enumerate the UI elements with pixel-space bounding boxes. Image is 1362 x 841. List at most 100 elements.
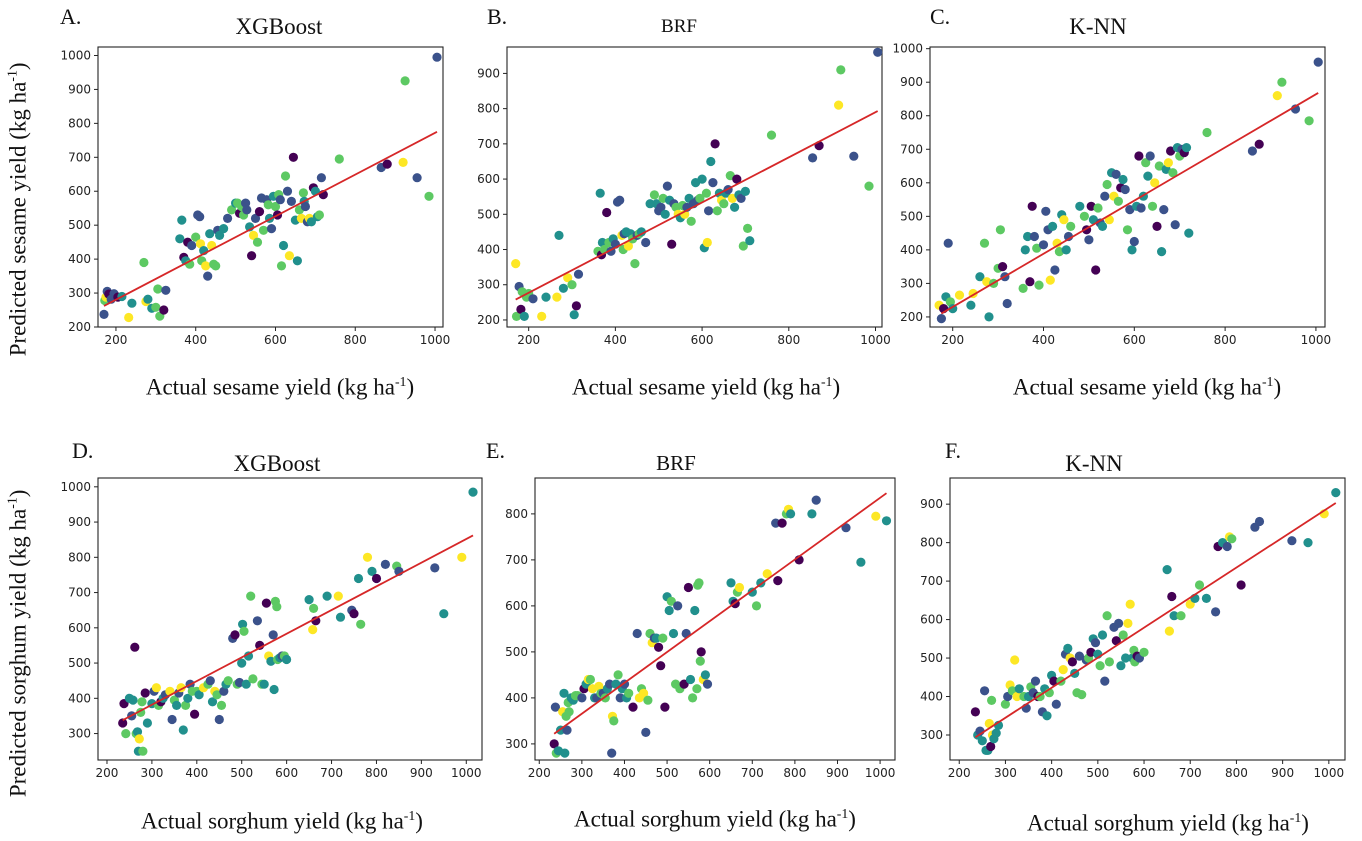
- scatter-point: [457, 552, 467, 562]
- scatter-point: [243, 651, 254, 661]
- scatter-point: [613, 670, 623, 680]
- scatter-point: [292, 256, 302, 266]
- scatter-point: [706, 156, 716, 167]
- scatter-point: [1134, 151, 1144, 161]
- y-tick-label: 900: [68, 82, 91, 96]
- scatter-point: [1222, 541, 1232, 552]
- y-tick-label: 400: [477, 243, 500, 257]
- scatter-point: [272, 602, 282, 612]
- scatter-point: [943, 238, 953, 248]
- scatter-point: [1159, 205, 1169, 215]
- scatter-point: [1030, 676, 1041, 686]
- scatter-point: [1184, 228, 1194, 238]
- x-tick-label: 600: [1123, 333, 1146, 347]
- scatter-point: [1168, 168, 1178, 178]
- x-tick-label: 400: [185, 766, 208, 780]
- scatter-point: [998, 262, 1008, 272]
- scatter-point: [766, 130, 777, 140]
- y-tick-label: 200: [68, 320, 91, 334]
- scatter-point: [1051, 699, 1061, 709]
- panel-letter-d: D.: [72, 438, 94, 463]
- scatter-point: [219, 224, 229, 234]
- scatter-point: [1086, 647, 1096, 657]
- scatter-point: [602, 207, 612, 218]
- scatter-point: [201, 261, 211, 271]
- scatter-point: [298, 188, 308, 198]
- scatter-point: [771, 518, 781, 528]
- scatter-point: [560, 748, 570, 758]
- scatter-point: [679, 679, 689, 689]
- scatter-point: [1050, 265, 1060, 275]
- scatter-point: [660, 209, 670, 219]
- scatter-point: [636, 227, 647, 237]
- scatter-point: [528, 294, 538, 304]
- y-tick-label: 800: [900, 109, 923, 123]
- scatter-point: [439, 609, 449, 619]
- scatter-point: [468, 487, 478, 497]
- scatter-point: [128, 695, 138, 705]
- panel-letter-e: E.: [486, 438, 505, 463]
- y-tick-label: 200: [477, 313, 500, 327]
- scatter-point: [1125, 205, 1135, 215]
- x-tick-label: 200: [528, 766, 551, 780]
- x-tick-label: 800: [783, 766, 806, 780]
- scatter-point: [246, 591, 256, 601]
- scatter-point: [1125, 599, 1135, 609]
- scatter-point: [286, 196, 296, 206]
- scatter-point: [873, 47, 883, 57]
- panel-letter-a: A.: [60, 4, 82, 29]
- scatter-point: [1034, 280, 1044, 290]
- scatter-point: [1067, 657, 1077, 667]
- y-tick-label: 600: [920, 613, 943, 627]
- scatter-point: [1127, 245, 1137, 255]
- scatter-point: [1049, 676, 1059, 686]
- scatter-point: [1010, 655, 1020, 665]
- scatter-point: [577, 693, 587, 703]
- scatter-point: [306, 217, 316, 227]
- scatter-point: [269, 684, 279, 695]
- scatter-point: [1150, 178, 1160, 188]
- scatter-point: [834, 100, 844, 110]
- plot-frame-f: [949, 477, 1346, 761]
- scatter-point: [807, 509, 817, 519]
- scatter-point: [151, 302, 161, 312]
- x-tick-label: 400: [604, 333, 627, 347]
- y-tick-label: 600: [505, 599, 528, 613]
- x-tick-label: 400: [184, 333, 207, 347]
- x-tick-label: 700: [1179, 766, 1202, 780]
- scatter-point: [743, 223, 753, 233]
- scatter-point: [695, 193, 705, 203]
- scatter-point: [130, 642, 140, 652]
- scatter-point: [641, 237, 651, 248]
- scatter-point: [400, 76, 410, 86]
- scatter-point: [311, 616, 321, 626]
- y-tick-label: 600: [477, 172, 500, 186]
- scatter-point: [537, 311, 547, 321]
- scatter-point: [239, 626, 249, 636]
- x-tick-label: 800: [365, 766, 388, 780]
- scatter-point: [991, 728, 1001, 738]
- scatter-point: [268, 630, 278, 640]
- panel-letter-b: B.: [487, 4, 508, 29]
- scatter-point: [1014, 684, 1024, 694]
- scatter-point: [1042, 711, 1052, 721]
- scatter-point: [979, 238, 990, 248]
- x-tick-label: 600: [264, 333, 287, 347]
- scatter-point: [786, 509, 796, 519]
- scatter-point: [314, 210, 324, 220]
- y-tick-label: 1000: [60, 48, 91, 62]
- scatter-point: [1122, 225, 1133, 235]
- x-tick-label: 600: [698, 766, 721, 780]
- scatter-point: [1025, 277, 1035, 287]
- scatter-point: [573, 269, 584, 279]
- scatter-point: [1063, 643, 1073, 654]
- x-tick-label: 1000: [420, 333, 451, 347]
- x-tick-label: 400: [1040, 766, 1063, 780]
- x-tick-label: 800: [777, 333, 800, 347]
- scatter-point: [511, 311, 522, 321]
- scatter-point: [710, 139, 720, 149]
- scatter-point: [284, 251, 294, 261]
- scatter-point: [697, 174, 707, 184]
- scatter-point: [309, 603, 319, 614]
- scatter-point: [643, 695, 653, 705]
